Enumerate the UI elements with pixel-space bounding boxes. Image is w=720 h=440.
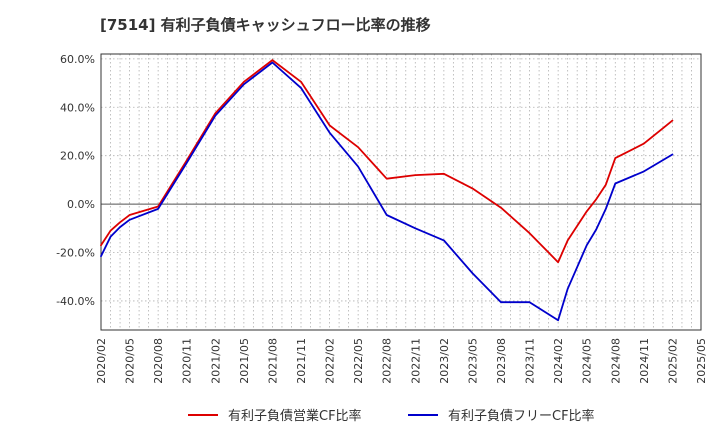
x-tick-label: 2023/05 [466,338,479,384]
x-tick-label: 2024/02 [552,338,565,384]
x-tick-label: 2021/08 [266,338,279,384]
x-tick-label: 2022/05 [352,338,365,384]
series-line-2 [100,61,674,322]
y-tick-label: -40.0% [56,295,95,308]
y-axis: -40.0% -20.0% 0.0% 20.0% 40.0% 60.0% [56,53,95,308]
plot-area-border [100,53,702,331]
y-tick-label: 40.0% [60,101,95,114]
x-tick-label: 2022/08 [381,338,394,384]
y-tick-label: -20.0% [56,247,95,260]
x-tick-label: 2020/05 [124,338,137,384]
grid [100,54,702,330]
x-tick-label: 2020/08 [152,338,165,384]
x-tick-label: 2023/08 [495,338,508,384]
x-tick-label: 2024/05 [581,338,594,384]
x-tick-label: 2023/02 [438,338,451,384]
legend: 有利子負債営業CF比率 有利子負債フリーCF比率 [188,408,595,424]
chart-title: [7514] 有利子負債キャッシュフロー比率の推移 [100,16,431,34]
x-tick-label: 2021/02 [209,338,222,384]
x-tick-label: 2022/11 [409,338,422,384]
x-tick-label: 2022/02 [324,338,337,384]
legend-label-2: 有利子負債フリーCF比率 [448,408,595,424]
plot-frame [100,53,702,331]
legend-label-1: 有利子負債営業CF比率 [228,408,362,424]
x-tick-label: 2025/02 [666,338,679,384]
y-tick-label: 20.0% [60,150,95,163]
y-tick-label: 60.0% [60,53,95,66]
x-tick-label: 2021/11 [295,338,308,384]
y-tick-label: 0.0% [67,198,95,211]
series-layer [100,59,674,322]
x-tick-label: 2024/08 [609,338,622,384]
x-tick-label: 2020/11 [181,338,194,384]
x-tick-label: 2020/02 [95,338,108,384]
x-tick-label: 2025/05 [695,338,708,384]
series-line-1 [100,59,674,264]
x-tick-label: 2024/11 [638,338,651,384]
x-tick-label: 2023/11 [524,338,537,384]
x-axis: 2020/02 2020/05 2020/08 2020/11 2021/02 2021/… [95,338,708,384]
x-tick-label: 2021/05 [238,338,251,384]
